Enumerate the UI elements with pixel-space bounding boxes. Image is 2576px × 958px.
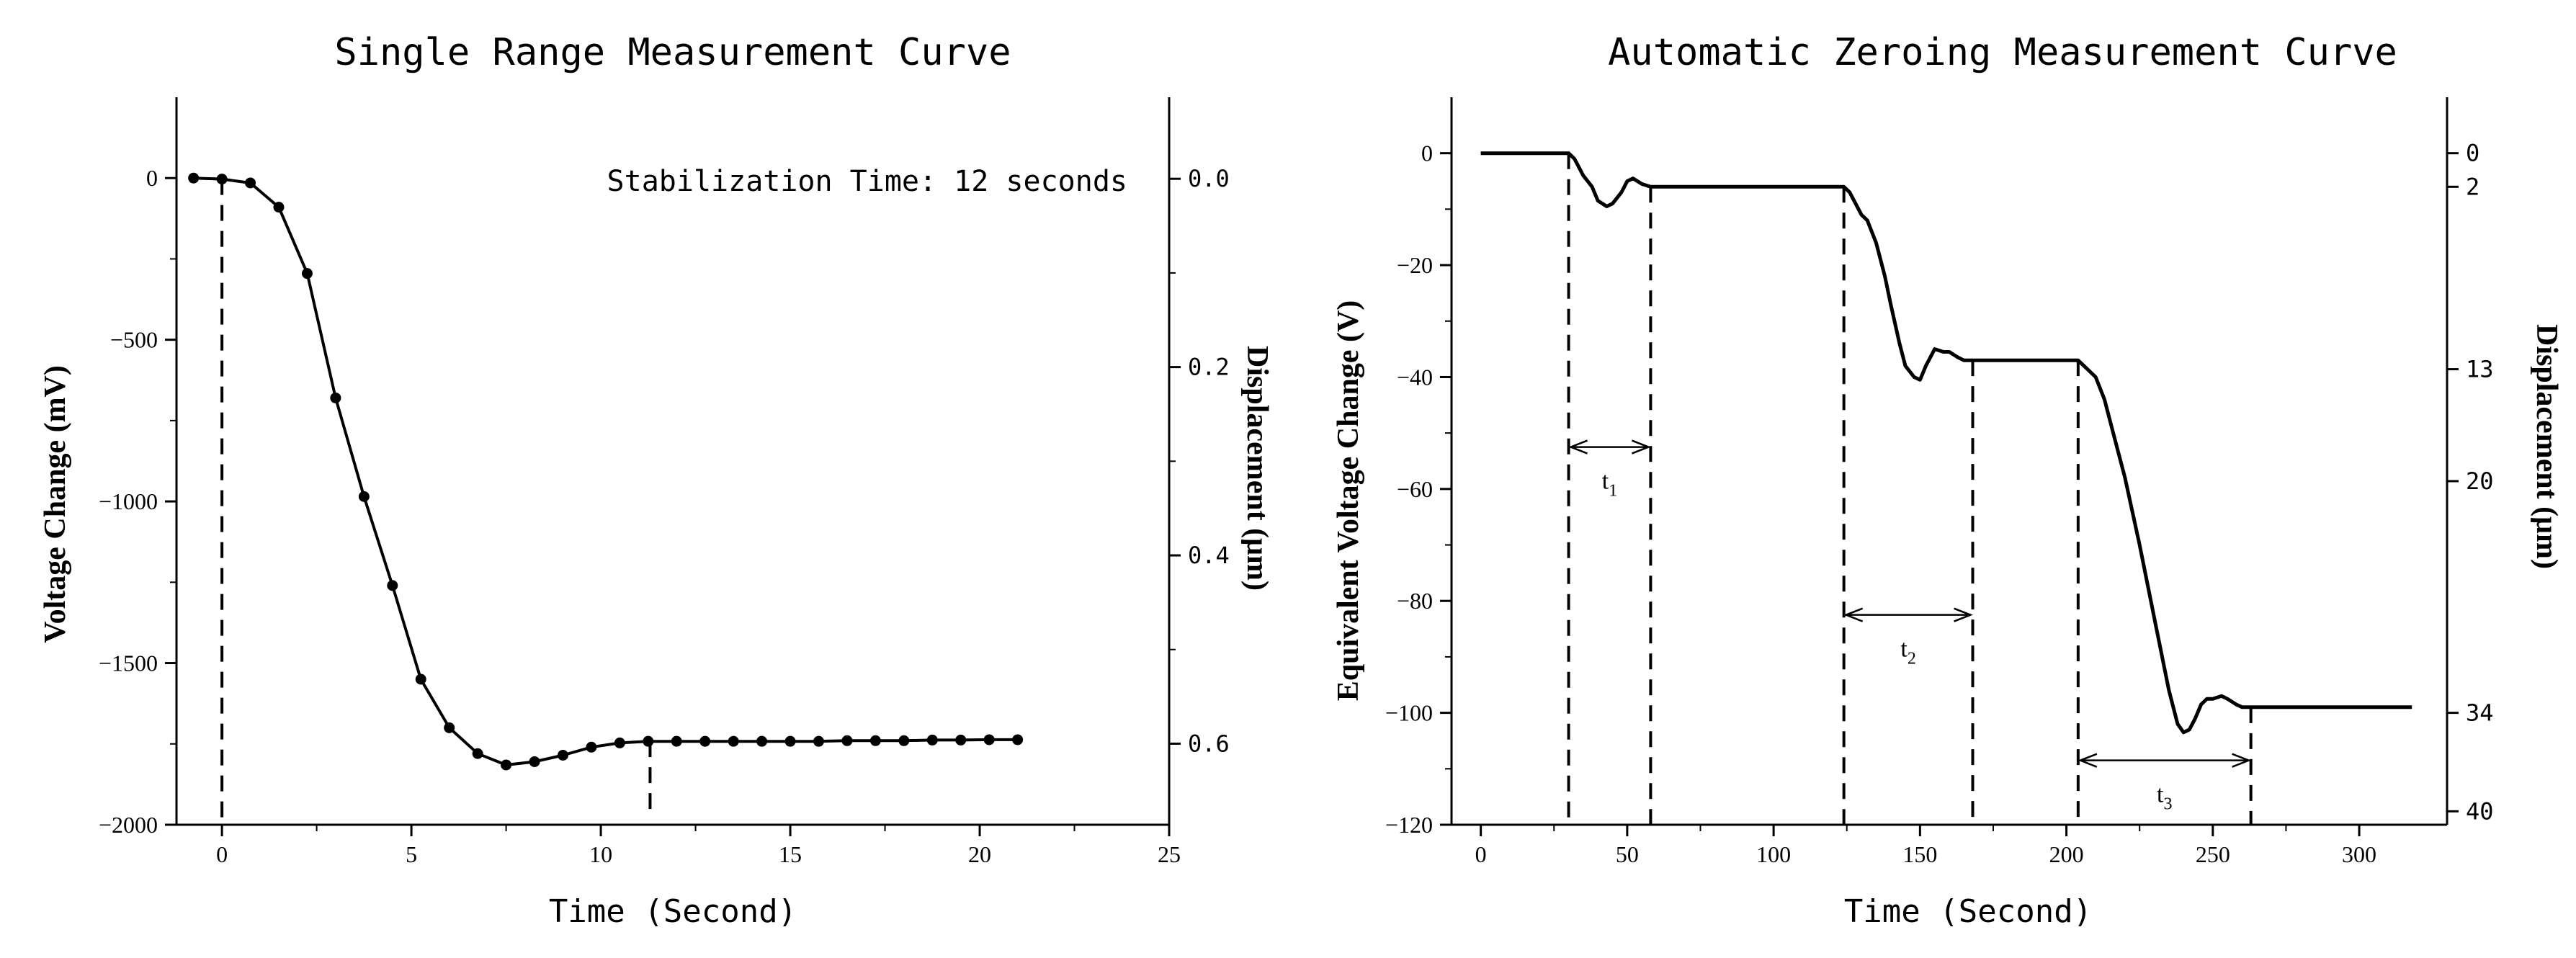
x-tick-label: 15: [779, 841, 802, 867]
x-tick-label: 300: [2342, 841, 2376, 867]
data-point: [501, 759, 512, 771]
interval-arrow-right: [1954, 607, 1973, 622]
y-tick-label: −500: [110, 327, 158, 353]
x-tick-label: 50: [1616, 841, 1639, 867]
interval-arrow-right: [2232, 753, 2252, 768]
data-point: [614, 737, 625, 748]
data-point: [955, 734, 967, 746]
data-point: [557, 749, 568, 761]
x-tick-label: 100: [1756, 841, 1791, 867]
y2-tick-label: 2: [2466, 173, 2479, 200]
y-axis-label: Equivalent Voltage Change (V): [1332, 300, 1365, 702]
y-tick-label: −2000: [99, 812, 158, 838]
y2-tick-label: 0: [2466, 140, 2479, 167]
x-tick-label: 250: [2196, 841, 2230, 867]
data-point: [784, 735, 796, 747]
chart-title: Single Range Measurement Curve: [334, 31, 1011, 74]
series-line: [1480, 151, 2412, 735]
interval-label: t1: [1602, 468, 1617, 501]
data-point: [415, 673, 426, 685]
data-point: [330, 392, 341, 403]
y-tick-label: 0: [1421, 140, 1433, 166]
y2-axis-label: Displacement (μm): [2530, 324, 2563, 569]
plot-marks: [188, 172, 1024, 825]
y2-tick-label: 0.4: [1188, 542, 1230, 569]
data-point: [926, 734, 938, 746]
axes: 0 50 100 150 200 250 300 0 −20 −40 −60 −80 −100 −120 0…: [1385, 97, 2494, 867]
x-tick-label: 200: [2049, 841, 2084, 867]
y2-axis-label: Displacement (μm): [1240, 346, 1274, 591]
data-point: [869, 735, 881, 746]
axes: 0 5 10 15 20 25 0 −500 −1000 −1500 −2000 0.0 0.2 0.4 0…: [99, 97, 1230, 867]
x-axis-label: Time (Second): [1844, 893, 2092, 930]
data-point: [671, 735, 682, 747]
y-tick-label: 0: [146, 165, 158, 191]
x-tick-label: 0: [216, 841, 228, 867]
data-point: [1012, 734, 1024, 746]
data-point: [245, 177, 256, 189]
x-tick-label: 150: [1902, 841, 1937, 867]
chart-title: Automatic Zeroing Measurement Curve: [1608, 31, 2397, 74]
y2-tick-label: 0.6: [1188, 730, 1230, 757]
single-range-chart: Single Range Measurement Curve Time (Sec…: [39, 31, 1274, 930]
data-point: [472, 748, 483, 759]
y-tick-label: −20: [1397, 252, 1433, 278]
x-tick-label: 5: [406, 841, 417, 867]
y2-tick-label: 0.0: [1188, 165, 1230, 192]
stabilization-annotation: Stabilization Time: 12 seconds: [607, 165, 1127, 198]
data-point: [756, 735, 768, 747]
data-point: [387, 580, 398, 591]
data-point: [586, 741, 597, 753]
y2-tick-label: 40: [2466, 797, 2494, 825]
data-point: [898, 735, 910, 746]
data-point: [444, 722, 455, 733]
y2-tick-label: 0.2: [1188, 354, 1230, 381]
series-line: [193, 176, 1018, 766]
y-tick-label: −40: [1397, 364, 1433, 390]
data-point: [699, 735, 711, 747]
y-tick-label: −80: [1397, 588, 1433, 614]
x-tick-label: 0: [1475, 841, 1487, 867]
y-tick-label: −100: [1385, 700, 1433, 726]
data-point: [188, 172, 200, 184]
data-point: [358, 491, 370, 502]
y2-tick-label: 20: [2466, 467, 2494, 495]
data-point: [273, 202, 285, 213]
y-tick-label: −60: [1397, 476, 1433, 502]
y2-tick-label: 34: [2466, 699, 2494, 727]
y-tick-label: −1500: [99, 650, 158, 676]
y-tick-label: −120: [1385, 812, 1433, 838]
y2-tick-label: 13: [2466, 356, 2494, 383]
y-tick-label: −1000: [99, 488, 158, 514]
data-point: [301, 268, 313, 279]
data-point: [529, 756, 540, 767]
x-tick-label: 25: [1158, 841, 1181, 867]
interval-label: t3: [2157, 782, 2172, 814]
x-tick-label: 10: [589, 841, 612, 867]
interval-label: t2: [1900, 636, 1915, 668]
data-point: [643, 735, 654, 747]
auto-zeroing-chart: Automatic Zeroing Measurement Curve Time…: [1332, 31, 2563, 930]
data-point: [813, 735, 824, 747]
data-point: [728, 735, 739, 747]
data-point: [983, 734, 995, 746]
y-axis-label: Voltage Change (mV): [39, 365, 72, 643]
interval-arrow-left: [1568, 439, 1588, 455]
data-point: [216, 174, 228, 185]
plot-marks: t1 t2 t3: [1480, 151, 2412, 825]
x-axis-label: Time (Second): [549, 893, 797, 930]
interval-arrow-left: [2078, 753, 2098, 768]
x-tick-label: 20: [968, 841, 991, 867]
data-point: [841, 735, 853, 746]
interval-arrow-left: [1843, 607, 1864, 622]
interval-arrow-right: [1631, 439, 1651, 455]
